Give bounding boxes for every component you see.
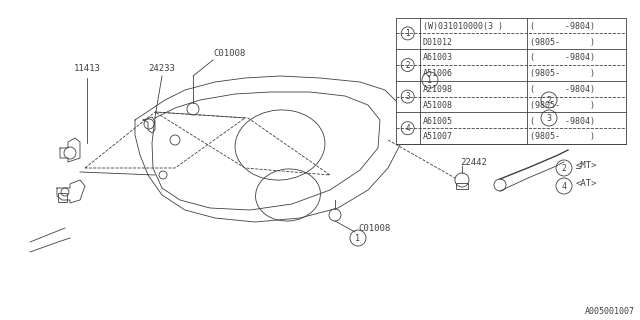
Text: (9805-      ): (9805- ) [531, 69, 595, 78]
Bar [396, 18, 626, 144]
Text: 24233: 24233 [148, 64, 175, 73]
Text: 2: 2 [547, 95, 552, 105]
Text: 4: 4 [405, 124, 410, 133]
Text: A61003: A61003 [423, 53, 453, 62]
Text: (      -9804): ( -9804) [531, 22, 595, 31]
Text: A51006: A51006 [423, 69, 453, 78]
Text: 3: 3 [547, 114, 552, 123]
Text: 11413: 11413 [74, 64, 100, 73]
Text: A21098: A21098 [423, 85, 453, 94]
Text: 2: 2 [561, 164, 566, 172]
Text: 3: 3 [405, 92, 410, 101]
Text: A51007: A51007 [423, 132, 453, 141]
Text: 1: 1 [405, 29, 410, 38]
Text: <AT>: <AT> [576, 179, 598, 188]
Text: 1: 1 [355, 234, 360, 243]
Text: A005001007: A005001007 [585, 307, 635, 316]
Text: <MT>: <MT> [561, 92, 582, 101]
Text: (9805-      ): (9805- ) [531, 101, 595, 110]
Text: D01012: D01012 [423, 37, 453, 47]
Text: 2: 2 [405, 60, 410, 69]
Text: C01008: C01008 [213, 49, 245, 58]
Text: (      -9804): ( -9804) [531, 116, 595, 125]
Text: 22442: 22442 [460, 157, 487, 166]
Bar [58, 193, 67, 202]
Text: (      -9804): ( -9804) [531, 85, 595, 94]
Text: 1: 1 [428, 76, 433, 84]
Text: (      -9804): ( -9804) [531, 53, 595, 62]
Text: <MT>: <MT> [576, 161, 598, 170]
Text: (9805-      ): (9805- ) [531, 37, 595, 47]
Bar [456, 183, 468, 189]
Text: (9805-      ): (9805- ) [531, 132, 595, 141]
Text: 4: 4 [561, 181, 566, 190]
Text: A61005: A61005 [423, 116, 453, 125]
Text: <AT>: <AT> [561, 110, 582, 119]
Text: C01008: C01008 [358, 224, 390, 233]
Text: A51008: A51008 [423, 101, 453, 110]
Text: (W)031010000(3 ): (W)031010000(3 ) [423, 22, 503, 31]
